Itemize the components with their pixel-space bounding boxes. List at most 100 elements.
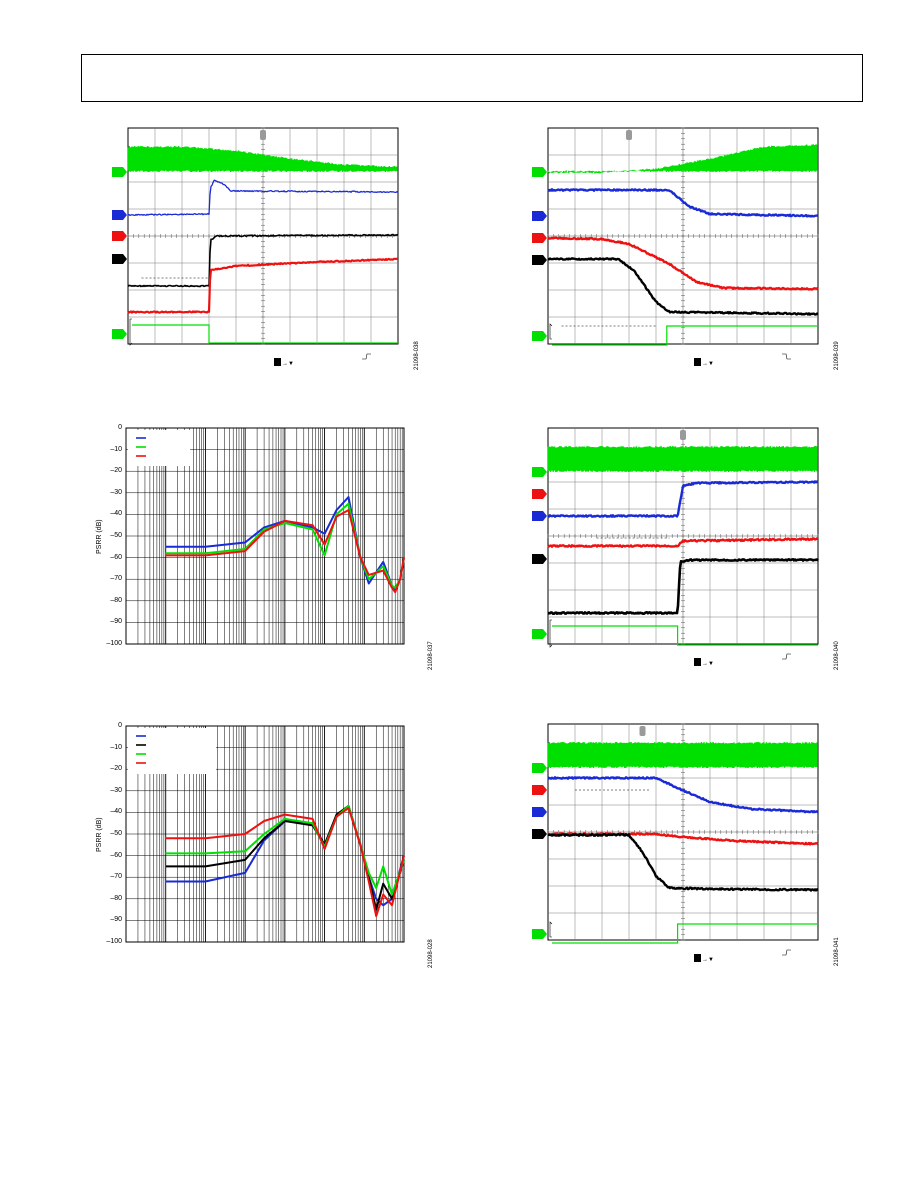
ch1-switching-band [547,742,818,768]
ch1-bracket [549,619,553,648]
ch1-marker-icon [532,467,547,477]
ch3-marker-icon [532,233,547,243]
ch1-switching-band [547,446,818,472]
y-tick-label: –20 [110,467,122,475]
y-tick-label: –70 [110,873,122,881]
scope-display: →▼ [532,723,819,963]
scope-figure-1: →▼ 21098-038 [108,126,420,376]
scope-figure-2: →▼ 21098-039 [528,126,840,376]
ch4-marker-icon [532,554,547,564]
y-tick-label: –50 [110,532,122,539]
ch2-marker-icon [532,211,547,221]
psrr-plot [125,725,405,943]
psrr-plot [125,427,405,645]
trigger-edge-icon [782,653,791,660]
y-tick-label: –80 [110,894,122,902]
ch4-trace [547,833,819,892]
series-line [165,509,405,594]
figure-code: 21098-040 [834,641,840,670]
ch3-marker-icon [532,785,547,795]
ch1-trace [547,742,818,768]
scope-figure-4: →▼ 21098-041 [528,722,840,972]
ch3-marker-icon [112,231,127,241]
ch1-marker-icon [532,929,547,939]
plot-grid [125,428,404,644]
ch2-marker-icon [112,210,127,220]
trigger-position-icon [639,726,646,736]
series-line [165,804,405,911]
scope-figure-3: →▼ 21098-040 [528,426,840,676]
ch1-bracket [549,323,553,340]
ch1-trace [547,144,818,174]
y-tick-label: –50 [110,830,122,837]
ch1-trace [127,146,398,172]
ch1-marker-icon [532,331,547,341]
y-tick-label: –80 [110,596,122,604]
ch1-marker-icon [532,629,547,639]
figure-code: 21098-037 [428,641,434,670]
y-tick-label: –100 [106,938,122,945]
ch3-trace [127,257,399,314]
scope-display: →▼ [532,427,819,667]
ch1-enable-trace [132,324,398,344]
trigger-edge-icon [782,353,791,360]
y-tick-label: –40 [110,510,122,518]
figure-code: 21098-028 [428,939,434,968]
y-tick-label: –40 [110,808,122,816]
ch1-enable-trace [552,923,818,944]
ch4-marker-icon [112,254,127,264]
arrow-indicator-icon: →▼ [702,661,714,667]
y-tick-label: –90 [110,618,122,626]
y-tick-label: –30 [110,786,122,794]
figure-code: 21098-041 [834,937,840,966]
ch2-marker-icon [532,511,547,521]
trigger-edge-icon [782,949,791,956]
series-line [165,502,405,589]
ch3-trace [547,537,819,548]
legend-box [128,728,216,774]
legend-box [128,430,190,466]
acquisition-indicator-icon [694,954,701,962]
arrow-indicator-icon: →▼ [702,957,714,963]
ch2-trace [547,480,819,518]
ch1-marker-icon [112,329,127,339]
y-tick-label: –60 [110,851,122,859]
ch2-trace [547,776,819,814]
arrow-indicator-icon: →▼ [282,361,294,367]
trigger-position-icon [680,430,686,440]
ch4-marker-icon [532,255,547,265]
ch2-trace [547,188,819,218]
ch4-marker-icon [532,829,547,839]
ch1-switching-band [127,146,398,172]
trigger-position-icon [260,130,266,140]
scope-display: →▼ [112,127,399,367]
trigger-edge-icon [362,353,371,360]
ch1-bracket [129,318,133,346]
ch1-marker-icon [532,167,547,177]
y-tick-label: –30 [110,488,122,496]
y-axis-label: PSRR (dB) [96,817,103,852]
acquisition-indicator-icon [694,658,701,666]
y-tick-label: –10 [110,445,122,453]
y-tick-label: 0 [118,722,122,729]
y-tick-label: –20 [110,765,122,773]
ch1-marker-icon [112,167,127,177]
figure-code: 21098-039 [834,341,840,370]
y-tick-label: –100 [106,640,122,647]
ch4-trace [547,257,819,316]
acquisition-indicator-icon [274,358,281,366]
figure-code: 21098-038 [414,341,420,370]
y-tick-label: –60 [110,553,122,561]
y-tick-label: –70 [110,575,122,583]
ch1-switching-band [547,144,818,174]
ch1-marker-icon [532,763,547,773]
page-header-box [81,54,863,102]
psrr-chart-1: 0 –10 –20 –30 –40 –50 –60 –70 –80 –90 –100 PSRR (dB… [86,420,436,680]
series-line [165,807,405,918]
ch4-trace [127,233,399,288]
trigger-position-icon [626,130,632,140]
y-tick-label: –90 [110,916,122,924]
ch1-enable-trace [552,325,818,346]
acquisition-indicator-icon [694,358,701,366]
y-axis-label: PSRR (dB) [96,519,103,554]
